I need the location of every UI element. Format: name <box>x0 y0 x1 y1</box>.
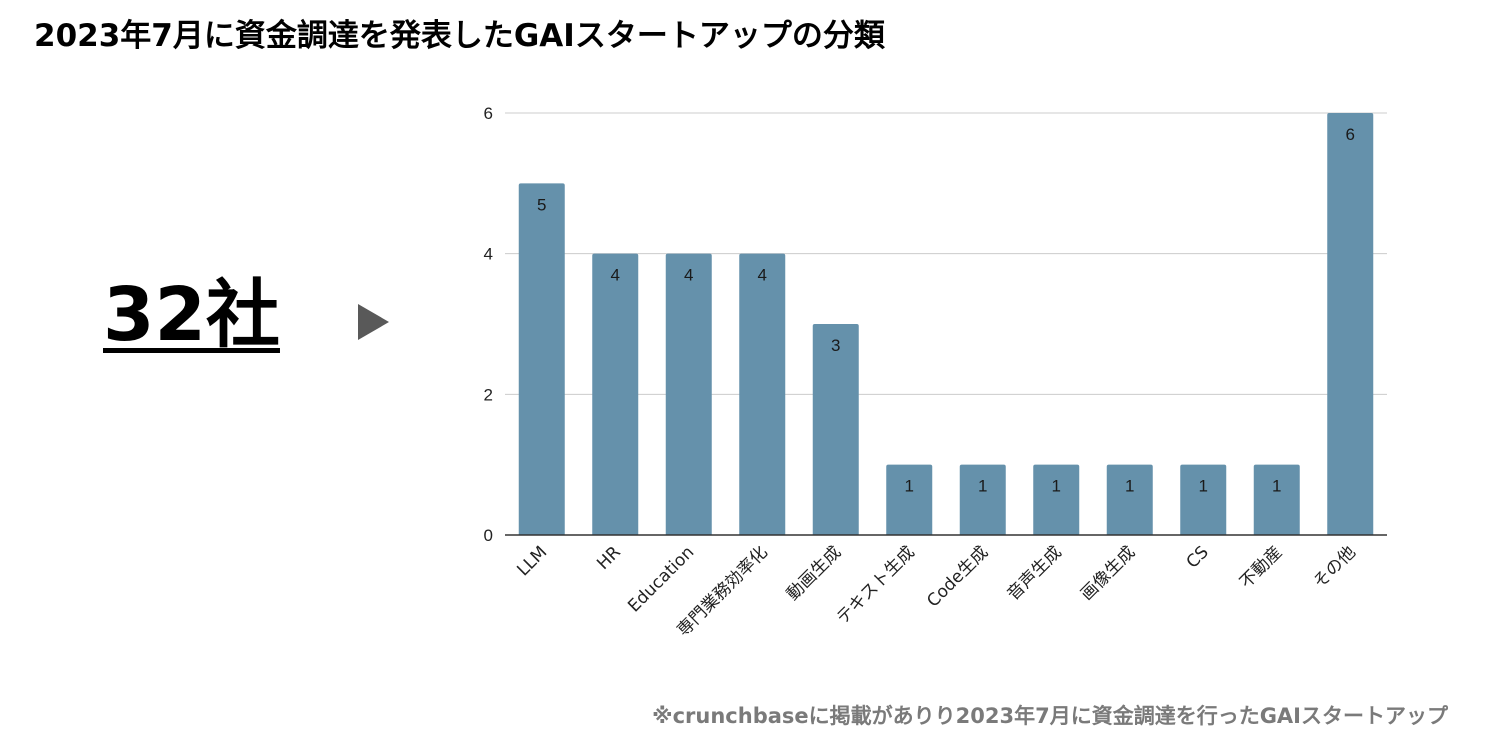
bar <box>812 324 859 535</box>
company-count: 32社 <box>103 272 280 358</box>
bar-data-label: 4 <box>611 266 620 285</box>
x-category-label: 動画生成 <box>783 542 845 604</box>
bar-data-label: 4 <box>684 266 693 285</box>
y-tick-label: 4 <box>484 245 493 264</box>
x-category-label: 音声生成 <box>1004 542 1066 604</box>
bar-data-label: 1 <box>1052 477 1061 496</box>
bar-data-label: 1 <box>978 477 987 496</box>
bar-data-label: 5 <box>537 195 546 214</box>
bar <box>592 253 639 535</box>
bar <box>886 464 933 535</box>
bar-data-label: 6 <box>1346 125 1355 144</box>
bar <box>1106 464 1153 535</box>
play-triangle-icon <box>358 304 389 340</box>
bar <box>518 183 565 535</box>
bar <box>739 253 786 535</box>
x-category-label: 画像生成 <box>1077 542 1139 604</box>
x-category-label: テキスト生成 <box>833 542 919 628</box>
bar-chart: 02465LLM4HR4Education4専門業務効率化3動画生成1テキスト生… <box>484 104 1387 641</box>
y-tick-label: 6 <box>484 104 493 123</box>
x-category-label: Code生成 <box>923 542 992 611</box>
x-category-label: 不動産 <box>1236 542 1286 592</box>
x-category-label: HR <box>593 542 625 574</box>
bar <box>1253 464 1300 535</box>
bar <box>1327 113 1374 535</box>
bar-data-label: 4 <box>758 266 767 285</box>
bar <box>665 253 712 535</box>
bar-data-label: 1 <box>1199 477 1208 496</box>
x-category-label: CS <box>1183 542 1213 572</box>
bar <box>1033 464 1080 535</box>
bar <box>959 464 1006 535</box>
x-category-label: その他 <box>1310 542 1360 592</box>
bar-data-label: 1 <box>1125 477 1134 496</box>
bar-data-label: 1 <box>905 477 914 496</box>
x-category-label: Education <box>624 542 698 616</box>
bar-data-label: 1 <box>1272 477 1281 496</box>
y-tick-label: 0 <box>484 526 493 545</box>
y-tick-label: 2 <box>484 385 493 404</box>
page-title: 2023年7月に資金調達を発表したGAIスタートアップの分類 <box>34 18 885 54</box>
bar <box>1180 464 1227 535</box>
x-category-label: LLM <box>513 542 551 580</box>
bar-data-label: 3 <box>831 336 840 355</box>
footnote: ※crunchbaseに掲載がありり2023年7月に資金調達を行ったGAIスター… <box>652 704 1448 728</box>
